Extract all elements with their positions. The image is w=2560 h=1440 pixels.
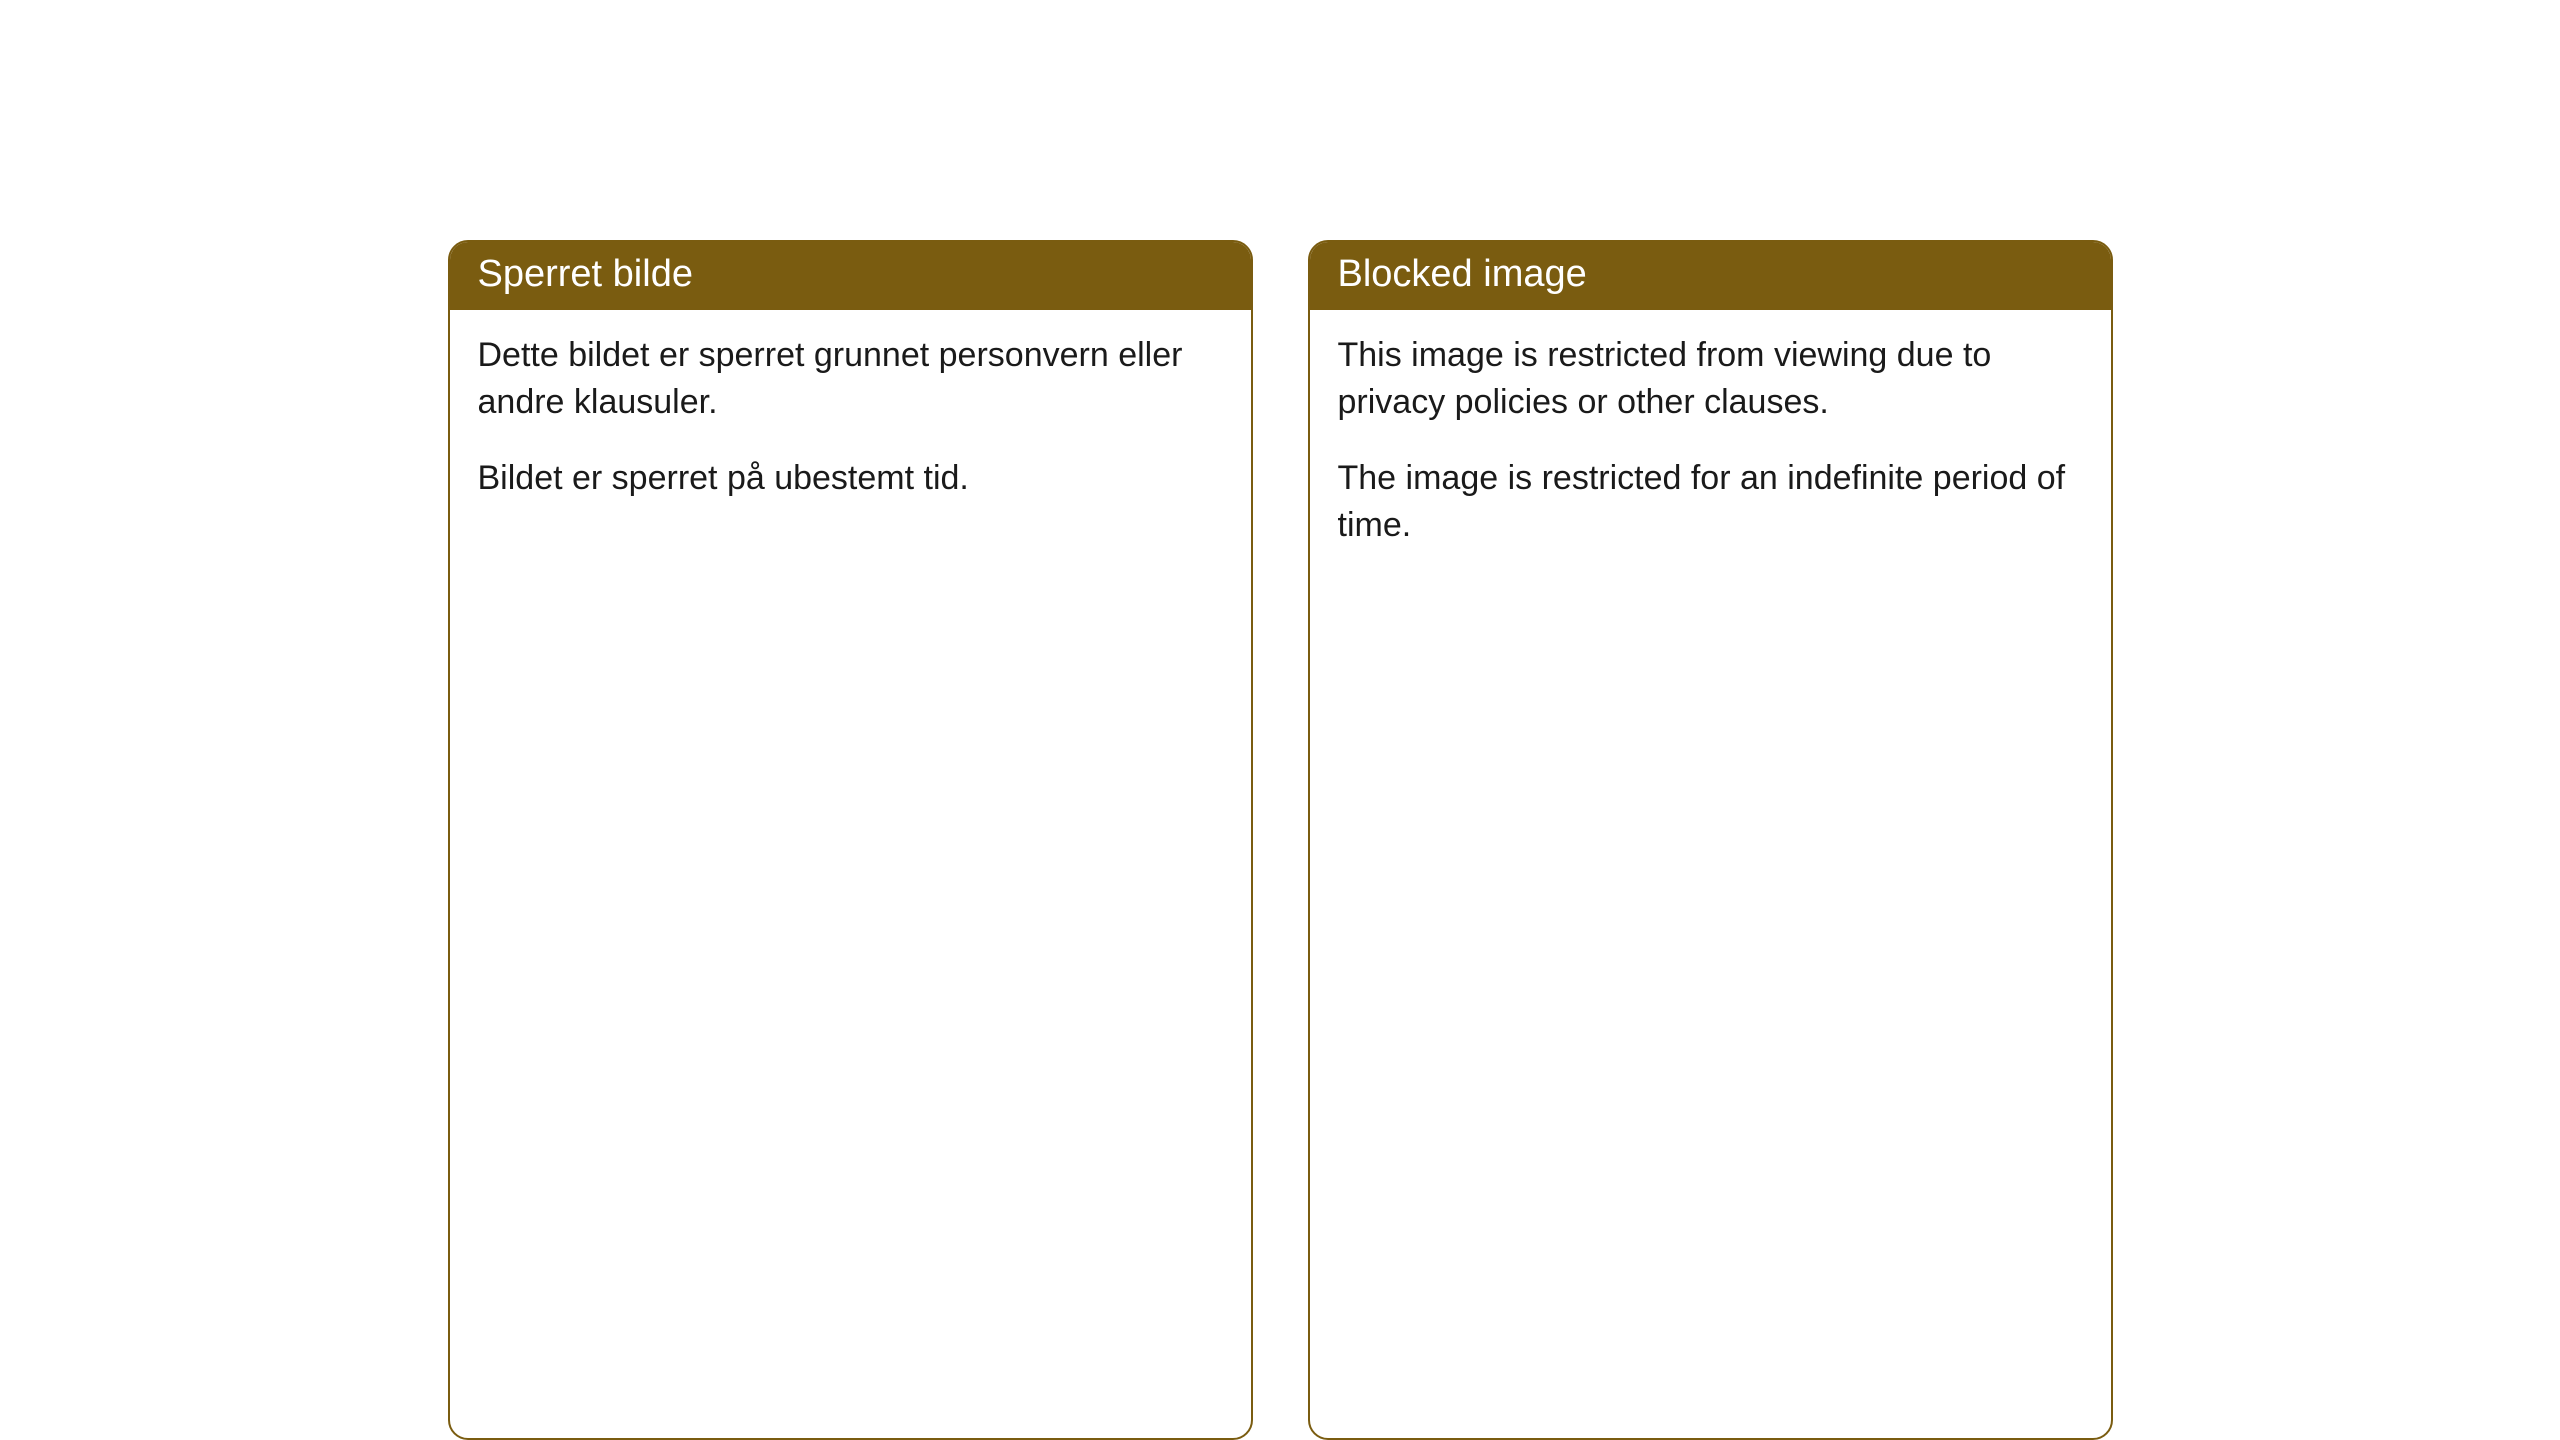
blocked-image-card-norwegian: Sperret bilde Dette bildet er sperret gr…	[448, 240, 1253, 1440]
card-title: Sperret bilde	[450, 242, 1251, 310]
card-container: Sperret bilde Dette bildet er sperret gr…	[448, 240, 2113, 1440]
card-paragraph: The image is restricted for an indefinit…	[1338, 455, 2083, 550]
card-body: Dette bildet er sperret grunnet personve…	[450, 310, 1251, 541]
card-paragraph: Dette bildet er sperret grunnet personve…	[478, 332, 1223, 427]
card-title: Blocked image	[1310, 242, 2111, 310]
card-paragraph: This image is restricted from viewing du…	[1338, 332, 2083, 427]
card-body: This image is restricted from viewing du…	[1310, 310, 2111, 588]
card-paragraph: Bildet er sperret på ubestemt tid.	[478, 455, 1223, 503]
blocked-image-card-english: Blocked image This image is restricted f…	[1308, 240, 2113, 1440]
